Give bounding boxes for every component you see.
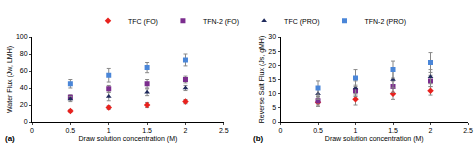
svg-text:40: 40 — [20, 84, 28, 91]
svg-text:1.5: 1.5 — [388, 127, 398, 134]
svg-text:2.5: 2.5 — [219, 127, 229, 134]
svg-text:Draw solution concentration (M: Draw solution concentration (M) — [79, 135, 178, 143]
svg-text:2.5: 2.5 — [463, 127, 473, 134]
svg-text:Draw solution concentration (M: Draw solution concentration (M) — [325, 135, 424, 143]
svg-text:20: 20 — [20, 101, 28, 108]
svg-text:0.5: 0.5 — [313, 127, 323, 134]
svg-text:1: 1 — [354, 127, 358, 134]
svg-text:TFN-2 (FO): TFN-2 (FO) — [203, 18, 239, 26]
svg-text:2: 2 — [429, 127, 433, 134]
svg-text:0: 0 — [30, 127, 34, 134]
svg-text:15: 15 — [268, 76, 276, 83]
svg-text:5: 5 — [272, 104, 276, 111]
svg-text:0.5: 0.5 — [66, 127, 76, 134]
svg-text:2: 2 — [184, 127, 188, 134]
svg-text:10: 10 — [268, 90, 276, 97]
svg-text:30: 30 — [268, 33, 276, 40]
svg-text:Reverse Salt Flux (Js, gMH): Reverse Salt Flux (Js, gMH) — [258, 36, 266, 124]
svg-text:0: 0 — [272, 118, 276, 125]
svg-text:0: 0 — [279, 127, 283, 134]
svg-text:Water Flux (Jw, LMH): Water Flux (Jw, LMH) — [6, 46, 14, 113]
svg-text:0: 0 — [24, 118, 28, 125]
svg-text:80: 80 — [20, 50, 28, 57]
svg-text:1.5: 1.5 — [142, 127, 152, 134]
svg-text:(a): (a) — [5, 134, 15, 143]
svg-text:1: 1 — [107, 127, 111, 134]
svg-text:TFC (FO): TFC (FO) — [128, 18, 158, 26]
svg-text:100: 100 — [16, 33, 28, 40]
svg-text:TFN-2 (PRO): TFN-2 (PRO) — [365, 18, 407, 26]
svg-text:20: 20 — [268, 62, 276, 69]
svg-text:TFC (PRO): TFC (PRO) — [284, 18, 319, 26]
svg-text:60: 60 — [20, 67, 28, 74]
svg-text:(b): (b) — [253, 134, 264, 143]
svg-text:25: 25 — [268, 48, 276, 55]
